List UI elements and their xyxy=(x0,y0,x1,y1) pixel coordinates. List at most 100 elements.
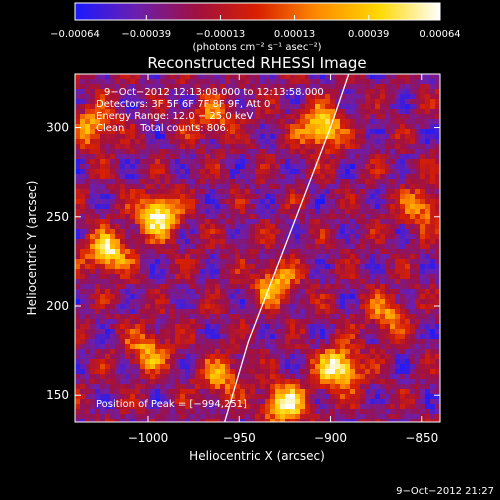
heatmap-cell xyxy=(230,134,236,140)
heatmap-cell xyxy=(280,264,286,270)
heatmap-cell xyxy=(290,304,296,310)
heatmap-cell xyxy=(75,354,81,360)
heatmap-cell xyxy=(400,299,406,305)
heatmap-cell xyxy=(215,319,221,325)
heatmap-cell xyxy=(365,239,371,245)
heatmap-cell xyxy=(105,349,111,355)
heatmap-cell xyxy=(320,399,326,405)
heatmap-cell xyxy=(290,179,296,185)
heatmap-cell xyxy=(370,404,376,410)
heatmap-cell xyxy=(240,409,246,415)
heatmap-cell xyxy=(85,384,91,390)
heatmap-cell xyxy=(195,174,201,180)
heatmap-cell xyxy=(80,119,86,125)
heatmap-cell xyxy=(360,129,366,135)
heatmap-cell xyxy=(215,189,221,195)
heatmap-cell xyxy=(150,379,156,385)
heatmap-cell xyxy=(355,99,361,105)
heatmap-cell xyxy=(430,164,436,170)
heatmap-cell xyxy=(410,289,416,295)
heatmap-cell xyxy=(405,389,411,395)
heatmap-cell xyxy=(390,199,396,205)
heatmap-cell xyxy=(85,219,91,225)
heatmap-cell xyxy=(105,154,111,160)
heatmap-cell xyxy=(240,404,246,410)
heatmap-cell xyxy=(115,184,121,190)
heatmap-cell xyxy=(320,99,326,105)
heatmap-cell xyxy=(195,189,201,195)
heatmap-cell xyxy=(235,334,241,340)
heatmap-cell xyxy=(390,99,396,105)
heatmap-cell xyxy=(275,404,281,410)
heatmap-cell xyxy=(435,219,440,225)
heatmap-cell xyxy=(415,159,421,165)
heatmap-cell xyxy=(425,409,431,415)
heatmap-cell xyxy=(345,404,351,410)
heatmap-cell xyxy=(255,259,261,265)
heatmap-cell xyxy=(140,374,146,380)
heatmap-cell xyxy=(195,124,201,130)
heatmap-cell xyxy=(115,324,121,330)
heatmap-cell xyxy=(370,369,376,375)
heatmap-cell xyxy=(130,104,136,110)
heatmap-cell xyxy=(360,279,366,285)
heatmap-cell xyxy=(225,144,231,150)
heatmap-cell xyxy=(165,129,171,135)
heatmap-cell xyxy=(295,104,301,110)
heatmap-cell xyxy=(115,79,121,85)
heatmap-cell xyxy=(100,94,106,100)
heatmap-cell xyxy=(310,124,316,130)
heatmap-cell xyxy=(130,239,136,245)
heatmap-cell xyxy=(320,154,326,160)
heatmap-cell xyxy=(260,219,266,225)
heatmap-cell xyxy=(190,74,196,80)
heatmap-cell xyxy=(205,359,211,365)
heatmap-cell xyxy=(395,389,401,395)
heatmap-cell xyxy=(140,389,146,395)
heatmap-cell xyxy=(275,284,281,290)
heatmap-cell xyxy=(145,294,151,300)
heatmap-cell xyxy=(175,139,181,145)
heatmap-cell xyxy=(175,359,181,365)
heatmap-cell xyxy=(120,344,126,350)
heatmap-cell xyxy=(380,179,386,185)
heatmap-cell xyxy=(75,169,81,175)
heatmap-cell xyxy=(160,179,166,185)
heatmap-cell xyxy=(405,379,411,385)
heatmap-cell xyxy=(270,329,276,335)
heatmap-cell xyxy=(375,129,381,135)
heatmap-cell xyxy=(290,109,296,115)
heatmap-cell xyxy=(110,114,116,120)
heatmap-cell xyxy=(410,349,416,355)
heatmap-cell xyxy=(150,334,156,340)
heatmap-cell xyxy=(130,404,136,410)
heatmap-cell xyxy=(205,409,211,415)
heatmap-cell xyxy=(85,364,91,370)
heatmap-cell xyxy=(290,299,296,305)
heatmap-cell xyxy=(285,244,291,250)
heatmap-cell xyxy=(370,379,376,385)
heatmap-cell xyxy=(390,159,396,165)
heatmap-cell xyxy=(105,124,111,130)
heatmap-cell xyxy=(385,364,391,370)
heatmap-cell xyxy=(195,244,201,250)
heatmap-cell xyxy=(135,204,141,210)
heatmap-cell xyxy=(425,139,431,145)
heatmap-cell xyxy=(160,224,166,230)
heatmap-cell xyxy=(260,124,266,130)
heatmap-cell xyxy=(285,209,291,215)
heatmap-cell xyxy=(385,319,391,325)
heatmap-cell xyxy=(360,384,366,390)
heatmap-cell xyxy=(210,234,216,240)
heatmap-cell xyxy=(245,89,251,95)
heatmap-cell xyxy=(305,79,311,85)
heatmap-cell xyxy=(340,384,346,390)
heatmap-cell xyxy=(415,79,421,85)
heatmap-cell xyxy=(180,109,186,115)
heatmap-cell xyxy=(105,319,111,325)
heatmap-cell xyxy=(330,214,336,220)
heatmap-cell xyxy=(325,194,331,200)
heatmap-cell xyxy=(300,304,306,310)
heatmap-cell xyxy=(320,354,326,360)
heatmap-cell xyxy=(320,259,326,265)
